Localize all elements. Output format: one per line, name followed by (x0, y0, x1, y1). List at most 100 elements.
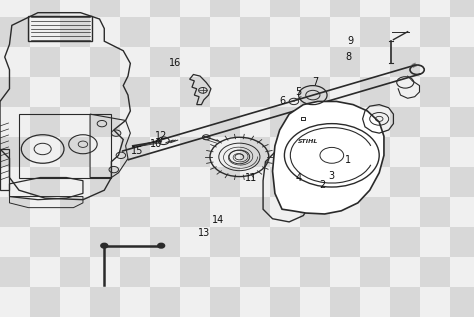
Bar (270, 77, 300, 107)
Bar (180, 17, 210, 47)
Bar (390, 47, 420, 77)
Bar (390, 0, 420, 17)
Bar (90, 257, 120, 287)
Bar (0, 167, 30, 197)
Bar (330, 107, 360, 137)
Bar (150, 197, 180, 227)
Bar (90, 227, 120, 257)
Bar (90, 287, 120, 317)
Circle shape (101, 243, 108, 248)
Bar (180, 287, 210, 317)
Bar (0, 137, 30, 167)
Bar (0, 197, 30, 227)
Text: 8: 8 (346, 52, 351, 62)
Bar (60, 137, 90, 167)
Bar (60, 47, 90, 77)
Bar (450, 167, 474, 197)
Bar (300, 137, 330, 167)
Bar (240, 227, 270, 257)
Bar (420, 107, 450, 137)
Bar (60, 77, 90, 107)
Bar (210, 167, 240, 197)
Bar (240, 137, 270, 167)
Bar (240, 0, 270, 17)
Text: STIHL: STIHL (298, 139, 318, 144)
Bar (150, 107, 180, 137)
Bar (240, 257, 270, 287)
Bar (450, 77, 474, 107)
Bar (330, 47, 360, 77)
Bar (150, 287, 180, 317)
Text: 15: 15 (131, 146, 144, 156)
Bar (390, 197, 420, 227)
Bar (360, 197, 390, 227)
Bar (420, 47, 450, 77)
Text: 14: 14 (212, 215, 224, 225)
Bar (360, 17, 390, 47)
Bar (270, 167, 300, 197)
Bar (390, 257, 420, 287)
Bar (270, 137, 300, 167)
Bar (120, 197, 150, 227)
Bar (270, 17, 300, 47)
Bar (360, 227, 390, 257)
Bar (300, 47, 330, 77)
Bar (180, 197, 210, 227)
Bar (180, 257, 210, 287)
Text: 13: 13 (198, 228, 210, 238)
Bar (30, 197, 60, 227)
Bar (120, 227, 150, 257)
Bar (30, 17, 60, 47)
Bar (120, 137, 150, 167)
Bar (420, 137, 450, 167)
Bar (420, 257, 450, 287)
Bar (450, 197, 474, 227)
Bar (330, 167, 360, 197)
Bar (210, 77, 240, 107)
Bar (420, 167, 450, 197)
Bar (210, 107, 240, 137)
Bar (60, 287, 90, 317)
Bar (90, 47, 120, 77)
Bar (450, 287, 474, 317)
Bar (390, 137, 420, 167)
Bar (420, 0, 450, 17)
Text: 4: 4 (296, 172, 301, 183)
Bar (0, 227, 30, 257)
Bar (270, 227, 300, 257)
Bar (420, 77, 450, 107)
Bar (30, 287, 60, 317)
Bar (150, 17, 180, 47)
Bar (0, 17, 30, 47)
Bar (390, 17, 420, 47)
Bar (390, 287, 420, 317)
Bar (90, 137, 120, 167)
Bar (330, 0, 360, 17)
Bar (30, 77, 60, 107)
Bar (0, 77, 30, 107)
Bar (270, 257, 300, 287)
Bar (120, 77, 150, 107)
Bar (90, 17, 120, 47)
Text: 5: 5 (295, 87, 302, 97)
Bar (150, 227, 180, 257)
Bar (90, 197, 120, 227)
Bar (0, 0, 30, 17)
Bar (120, 47, 150, 77)
Bar (360, 77, 390, 107)
Text: 12: 12 (155, 131, 167, 141)
Bar (360, 0, 390, 17)
Bar (360, 287, 390, 317)
Bar (180, 47, 210, 77)
Bar (210, 227, 240, 257)
Bar (360, 107, 390, 137)
Bar (180, 137, 210, 167)
Bar (0, 287, 30, 317)
Bar (60, 0, 90, 17)
Bar (300, 197, 330, 227)
Bar (240, 47, 270, 77)
Bar (30, 227, 60, 257)
Bar (90, 0, 120, 17)
Bar (30, 257, 60, 287)
Bar (300, 257, 330, 287)
